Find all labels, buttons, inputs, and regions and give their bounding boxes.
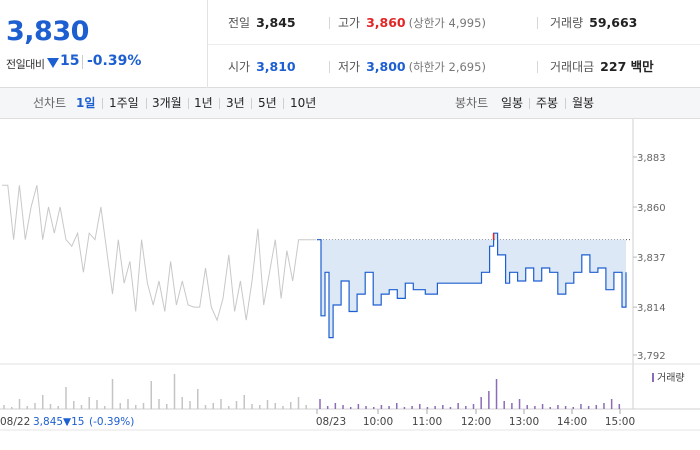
- x-tick-label: 13:00: [509, 416, 539, 428]
- lower-limit: (하한가 2,695): [408, 60, 486, 74]
- amount-value: 227 백만: [600, 59, 654, 74]
- divider: [537, 61, 538, 73]
- footer-date: 08/22: [0, 416, 30, 428]
- today-price-line: [317, 232, 627, 339]
- high-label: 고가: [338, 16, 361, 30]
- row-divider: [208, 44, 700, 45]
- footer-rate: (-0.39%): [89, 416, 134, 428]
- low-label: 저가: [338, 60, 361, 74]
- current-price: 3,830: [6, 16, 89, 47]
- quote-header: 3,830 전일대비 15 -0.39% 전일 3,845 고가 3,860 (상한가…: [0, 0, 700, 88]
- x-tick-label: 15:00: [605, 416, 635, 428]
- upper-limit: (상한가 4,995): [408, 16, 486, 30]
- divider: [219, 98, 220, 109]
- open-cell: 시가 3,810: [228, 57, 296, 77]
- volume-legend-swatch: [652, 373, 654, 382]
- previous-day-line: [2, 184, 316, 322]
- divider: [329, 61, 330, 73]
- period-10y-button[interactable]: 10년: [290, 96, 317, 110]
- amount-label: 거래대금: [550, 60, 595, 74]
- divider: [329, 17, 330, 29]
- divider: [146, 98, 147, 109]
- change-amount: 15: [60, 53, 80, 69]
- volume-legend-label: 거래량: [657, 372, 685, 384]
- divider: [188, 98, 189, 109]
- prev-close-value: 3,845: [256, 15, 296, 30]
- period-3m-button[interactable]: 3개월: [152, 96, 182, 110]
- low-cell: 저가 3,800 (하한가 2,695): [338, 57, 486, 77]
- divider: [565, 98, 566, 109]
- amount-cell: 거래대금 227 백만: [550, 57, 654, 77]
- change-rate: -0.39%: [87, 53, 142, 69]
- x-tick-label: 08/23: [316, 416, 346, 428]
- y-tick-label: 3,792: [637, 351, 666, 362]
- prev-close-label: 전일: [228, 16, 251, 30]
- x-tick-label: 11:00: [412, 416, 442, 428]
- volume-cell: 거래량 59,663: [550, 13, 637, 33]
- period-1d-button[interactable]: 1일: [76, 96, 96, 110]
- divider: [102, 98, 103, 109]
- y-tick-label: 3,883: [637, 153, 666, 164]
- divider: [537, 17, 538, 29]
- divider: [283, 98, 284, 109]
- weekly-candle-button[interactable]: 주봉: [536, 96, 559, 110]
- y-tick-label: 3,814: [637, 303, 666, 314]
- candle-chart-label: 봉차트: [455, 96, 489, 110]
- period-3y-button[interactable]: 3년: [226, 96, 245, 110]
- period-5y-button[interactable]: 5년: [258, 96, 277, 110]
- down-triangle-icon: [47, 58, 59, 68]
- prev-compare-label: 전일대비: [6, 58, 45, 71]
- price-summary: 3,830 전일대비 15 -0.39%: [0, 0, 208, 88]
- open-label: 시가: [228, 60, 251, 74]
- footer-price: 3,845: [33, 416, 63, 428]
- period-1y-button[interactable]: 1년: [194, 96, 213, 110]
- chart-canvas[interactable]: 3,883 3,860 3,837 3,814 3,792 거래량 08/23 10:00 11…: [0, 119, 700, 450]
- footer-change: ▼15: [63, 416, 84, 428]
- prev-close-cell: 전일 3,845: [228, 13, 296, 33]
- y-tick-label: 3,860: [637, 203, 666, 214]
- divider: [251, 98, 252, 109]
- monthly-candle-button[interactable]: 월봉: [572, 96, 595, 110]
- open-value: 3,810: [256, 59, 296, 74]
- x-tick-label: 12:00: [461, 416, 491, 428]
- volume-value: 59,663: [589, 15, 638, 30]
- x-tick-label: 10:00: [363, 416, 393, 428]
- chart-toolbar: 선차트 1일 1주일 3개월 1년 3년 5년 10년 봉차트 일봉 주봉 월봉: [0, 88, 700, 119]
- divider: [82, 55, 83, 69]
- x-tick-label: 14:00: [557, 416, 587, 428]
- volume-label: 거래량: [550, 16, 584, 30]
- low-value: 3,800: [366, 59, 406, 74]
- line-chart-label: 선차트: [33, 96, 67, 110]
- daily-candle-button[interactable]: 일봉: [501, 96, 524, 110]
- y-tick-label: 3,837: [637, 253, 666, 264]
- divider: [529, 98, 530, 109]
- today-area-fill: [317, 233, 626, 338]
- high-cell: 고가 3,860 (상한가 4,995): [338, 13, 486, 33]
- intraday-chart[interactable]: 3,883 3,860 3,837 3,814 3,792 거래량 08/23 10:00 11…: [0, 119, 700, 450]
- period-1w-button[interactable]: 1주일: [109, 96, 139, 110]
- high-value: 3,860: [366, 15, 406, 30]
